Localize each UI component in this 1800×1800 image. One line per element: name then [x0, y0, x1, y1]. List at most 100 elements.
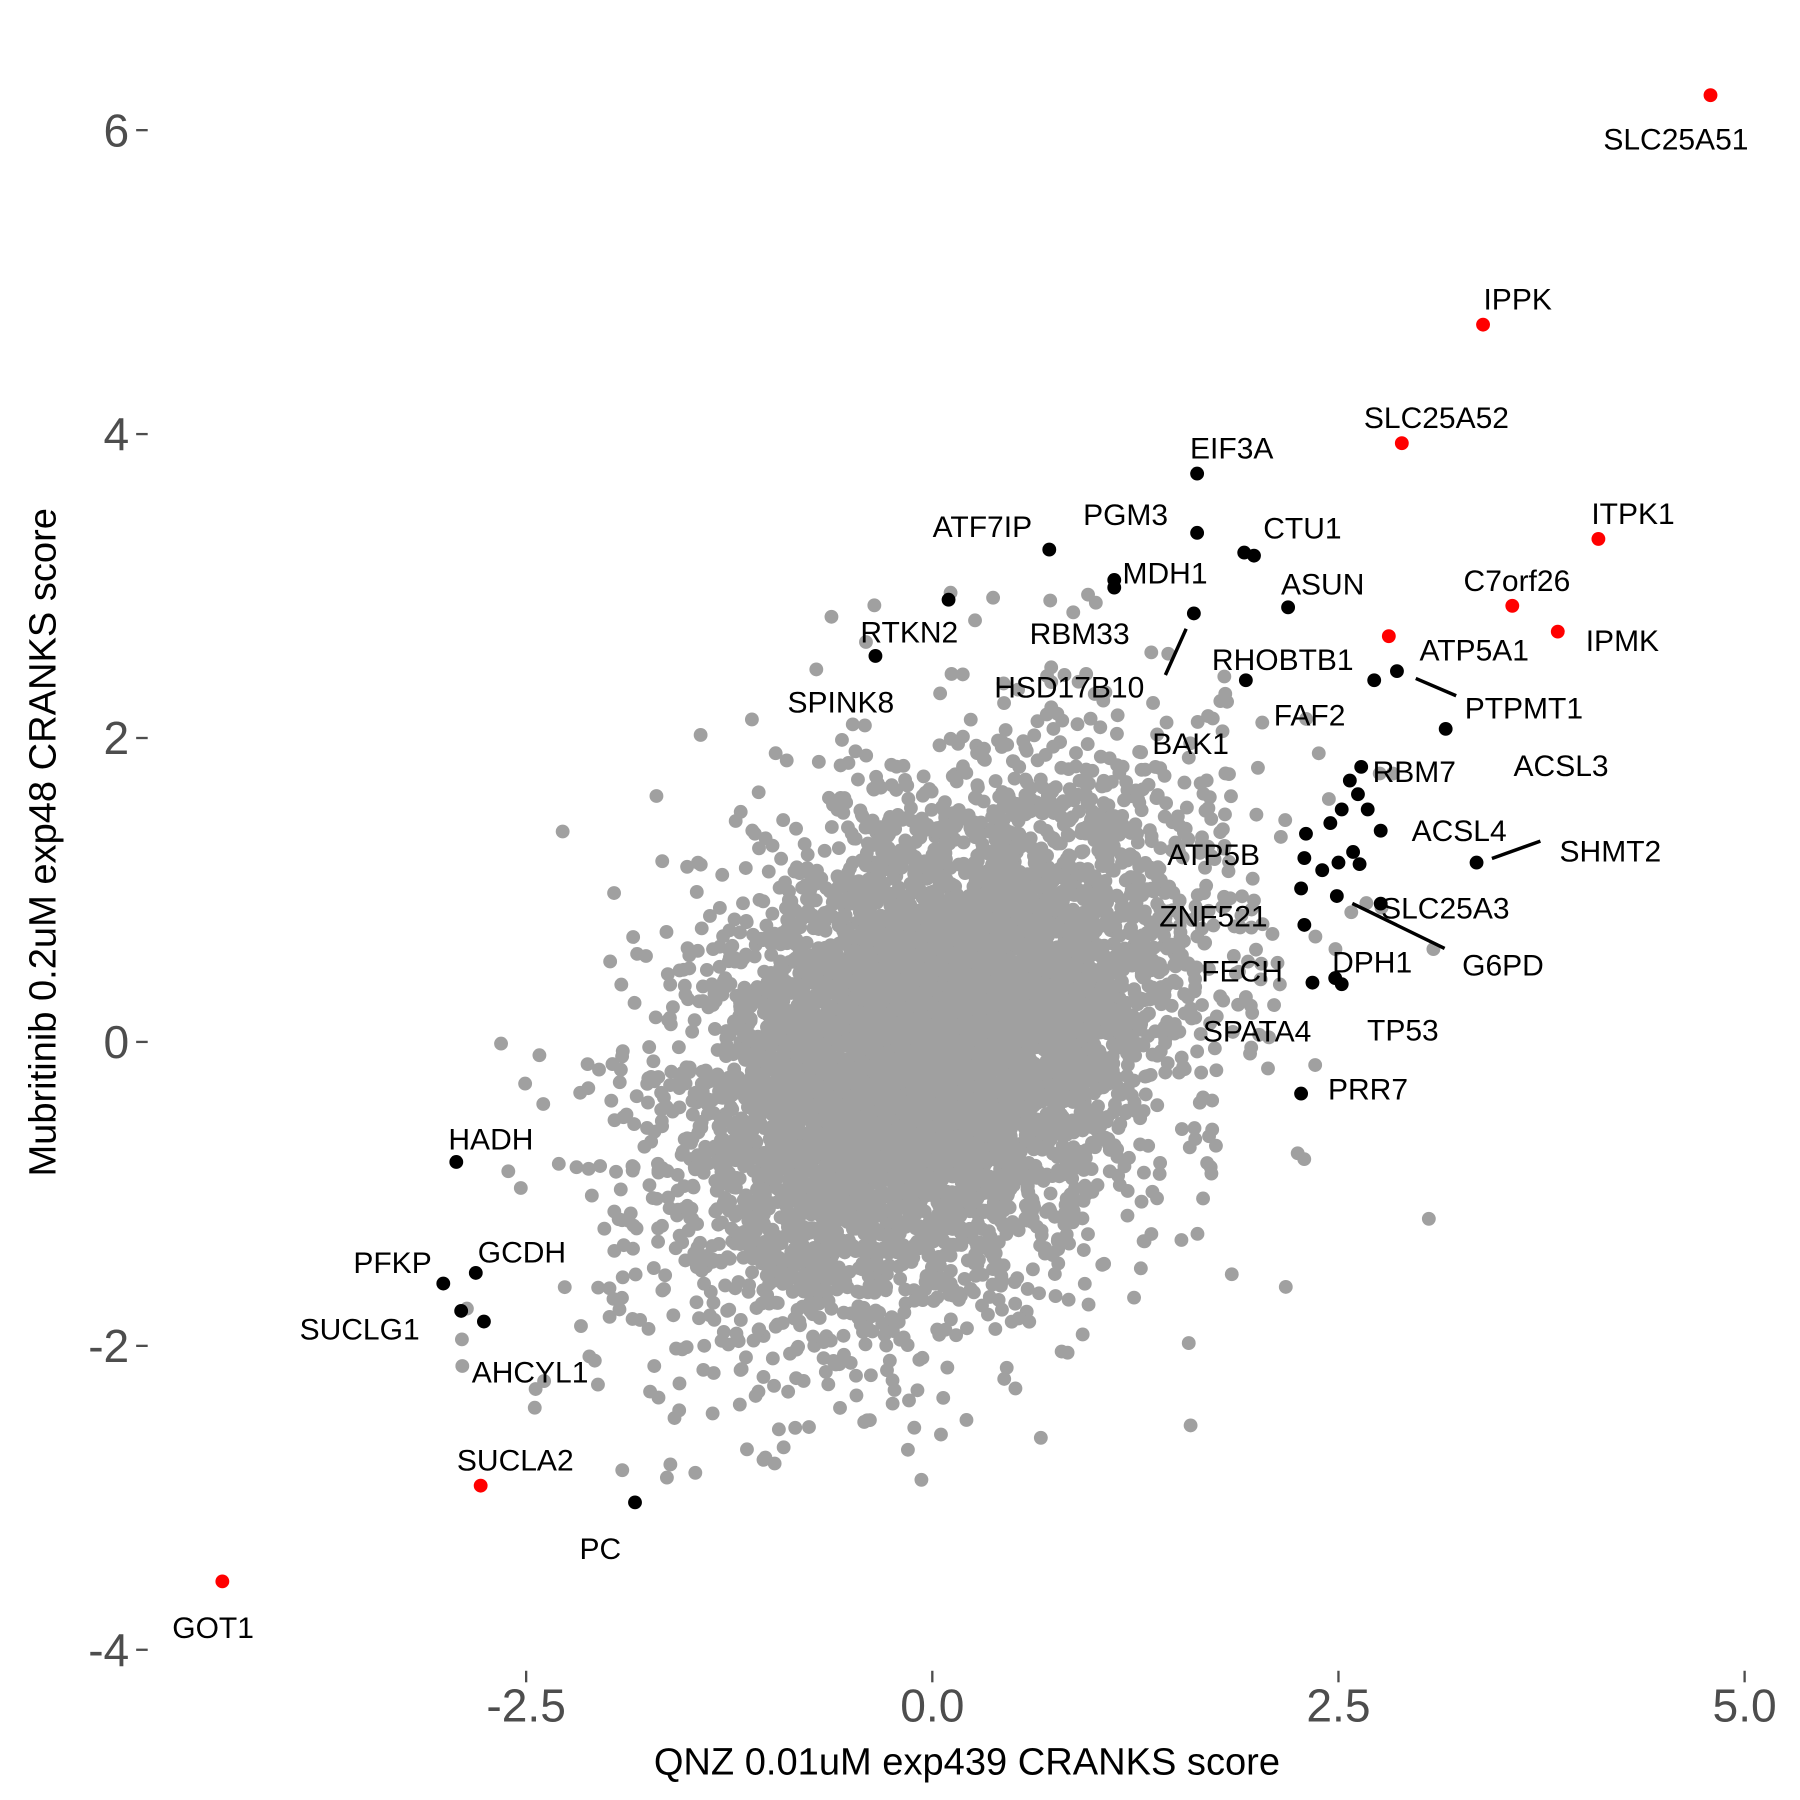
background-point: [1190, 715, 1205, 729]
background-point: [943, 1312, 958, 1327]
background-point: [848, 744, 863, 759]
background-point: [654, 1114, 669, 1128]
background-point: [1179, 800, 1194, 815]
background-point: [1372, 766, 1387, 781]
background-point: [1055, 713, 1070, 728]
background-point: [1128, 817, 1143, 832]
background-point: [727, 912, 742, 927]
background-point: [1249, 942, 1263, 957]
background-point: [997, 696, 1011, 710]
background-point: [789, 821, 803, 836]
background-point: [1099, 778, 1113, 793]
background-point: [1025, 1262, 1040, 1277]
background-point: [986, 1262, 1000, 1277]
background-point: [893, 1271, 908, 1286]
background-point: [859, 635, 873, 649]
background-point: [646, 1054, 661, 1069]
background-point: [836, 1305, 851, 1320]
background-point: [1097, 1256, 1112, 1271]
background-point: [537, 1374, 552, 1389]
background-point: [627, 995, 642, 1010]
background-point: [1066, 605, 1081, 620]
background-point: [1132, 795, 1147, 810]
background-point: [641, 1071, 656, 1086]
background-point: [1182, 1140, 1197, 1155]
background-point: [779, 753, 794, 768]
background-point: [1146, 696, 1160, 710]
background-point: [1272, 977, 1287, 992]
background-point: [747, 826, 762, 841]
background-point: [1177, 775, 1192, 790]
background-point: [731, 1334, 746, 1349]
background-point: [797, 837, 812, 851]
background-point: [1193, 1027, 1208, 1041]
background-point: [1217, 669, 1232, 684]
background-point: [1150, 727, 1165, 742]
background-point: [1133, 1261, 1148, 1276]
background-point: [1181, 750, 1196, 765]
background-point: [1075, 1327, 1090, 1342]
background-point: [996, 676, 1011, 691]
background-point: [1133, 1012, 1148, 1027]
background-point: [644, 1134, 659, 1149]
background-point: [696, 1165, 711, 1180]
background-point: [697, 1338, 712, 1353]
background-point: [732, 1397, 747, 1412]
background-point: [943, 731, 958, 746]
background-point: [999, 1360, 1014, 1375]
background-point: [1270, 955, 1285, 970]
background-point: [1199, 878, 1214, 893]
background-point: [716, 929, 731, 944]
background-point: [806, 1329, 820, 1344]
background-point: [641, 1095, 655, 1110]
background-point: [703, 909, 717, 923]
background-point: [940, 1360, 955, 1375]
background-point: [671, 1040, 686, 1055]
background-point: [1153, 1156, 1168, 1170]
background-point: [536, 1097, 551, 1111]
background-point: [1198, 860, 1212, 875]
background-point: [1022, 1314, 1037, 1329]
background-point: [821, 1293, 836, 1308]
background-point: [1085, 763, 1100, 778]
background-point: [1278, 1279, 1293, 1294]
background-point: [981, 1307, 995, 1322]
background-point: [1068, 759, 1083, 774]
background-point: [532, 1048, 547, 1063]
background-point: [833, 1400, 847, 1415]
background-point: [1201, 903, 1216, 918]
background-point: [997, 1371, 1012, 1386]
background-point: [1060, 1345, 1075, 1360]
background-point: [1308, 1058, 1323, 1072]
background-point: [698, 1063, 713, 1078]
background-point: [742, 1028, 757, 1043]
background-point: [1344, 905, 1359, 920]
background-point: [660, 967, 675, 982]
background-point: [645, 1191, 660, 1205]
background-point: [1183, 736, 1198, 751]
background-point: [518, 1076, 533, 1091]
background-point: [1147, 940, 1161, 955]
background-point: [580, 1057, 595, 1072]
background-point: [1144, 834, 1159, 849]
background-point: [733, 1313, 748, 1327]
background-point: [1110, 708, 1125, 723]
background-point: [641, 1321, 656, 1336]
background-point: [723, 977, 738, 991]
background-point: [680, 859, 695, 874]
background-point: [1224, 789, 1238, 804]
background-point: [1190, 1044, 1205, 1059]
background-point: [1032, 1286, 1046, 1301]
background-point: [699, 963, 714, 977]
background-point: [898, 1282, 913, 1297]
background-point: [613, 1182, 628, 1197]
background-point: [1209, 1063, 1224, 1078]
background-point: [663, 977, 678, 992]
background-point: [934, 1427, 948, 1442]
background-point: [776, 1440, 791, 1455]
background-point: [1122, 1150, 1136, 1165]
background-point: [597, 1221, 612, 1236]
background-point: [681, 1223, 696, 1238]
background-point: [733, 804, 748, 819]
background-point: [1033, 772, 1048, 787]
